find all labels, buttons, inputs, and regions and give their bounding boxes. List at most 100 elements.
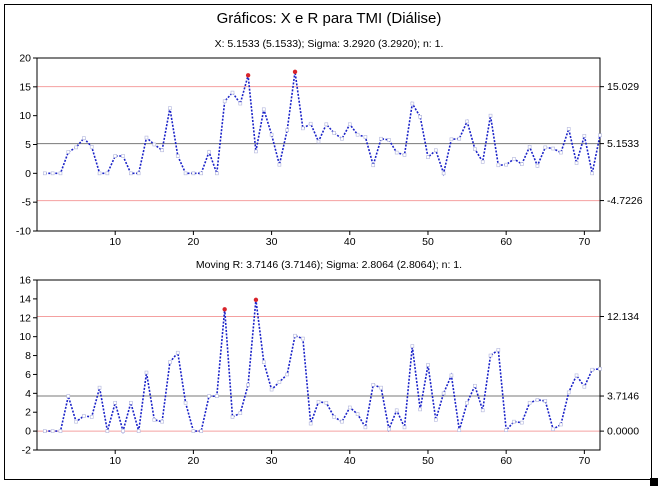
x-chart-data-point bbox=[465, 119, 469, 124]
x-chart-data-point bbox=[285, 128, 290, 132]
x-chart-data-point bbox=[441, 171, 446, 176]
x-chart-data-point bbox=[512, 157, 516, 161]
x-chart-data-point bbox=[535, 164, 540, 168]
r-chart-y-tick-label: 10 bbox=[19, 331, 31, 343]
x-chart-data-point bbox=[191, 171, 196, 176]
x-chart-data-point bbox=[183, 171, 188, 176]
x-chart-data-point bbox=[480, 160, 485, 164]
r-chart-x-tick-label: 60 bbox=[500, 455, 512, 467]
r-chart-data-point bbox=[129, 400, 133, 405]
r-chart-y-tick-label: -2 bbox=[22, 445, 31, 457]
r-chart-data-point bbox=[426, 363, 430, 367]
x-chart-data-point bbox=[269, 132, 274, 137]
r-chart-y-tick-label: 0 bbox=[25, 426, 31, 438]
r-chart-data-point bbox=[183, 400, 188, 405]
x-chart-data-point bbox=[387, 138, 391, 142]
x-chart-data-point bbox=[340, 136, 344, 141]
x-chart-limit-label: 15.029 bbox=[607, 81, 639, 93]
r-chart-data-point bbox=[269, 387, 274, 392]
r-chart-limit-label: 12.134 bbox=[607, 311, 639, 323]
x-chart-x-tick-label: 40 bbox=[344, 236, 356, 248]
r-chart-y-tick-label: 14 bbox=[19, 293, 31, 305]
r-chart-data-point bbox=[160, 419, 164, 424]
x-chart-data-point bbox=[582, 134, 587, 138]
x-chart-data-point bbox=[129, 171, 133, 176]
r-chart-data-point bbox=[574, 373, 579, 378]
x-chart-data-point bbox=[82, 136, 86, 140]
r-chart-data-point bbox=[191, 429, 196, 433]
x-chart-data-point bbox=[418, 115, 422, 119]
x-chart-data-point bbox=[199, 171, 204, 176]
r-chart-data-point bbox=[441, 391, 446, 396]
x-chart-data-point bbox=[175, 154, 180, 158]
r-chart-out-of-control-point bbox=[253, 297, 259, 303]
x-chart-data-point bbox=[496, 163, 501, 168]
x-chart-data-point bbox=[308, 121, 313, 126]
x-chart-data-point bbox=[144, 135, 149, 140]
r-chart-series-line bbox=[44, 299, 601, 435]
x-chart-data-point bbox=[168, 106, 172, 110]
r-chart-data-point bbox=[520, 420, 524, 425]
r-chart-x-tick-label: 50 bbox=[422, 455, 434, 467]
r-chart-data-point bbox=[58, 429, 63, 433]
r-chart-x-tick-label: 40 bbox=[344, 455, 356, 467]
r-chart-data-point bbox=[238, 411, 243, 415]
r-chart-data-point bbox=[152, 417, 157, 422]
x-chart-data-point bbox=[89, 145, 94, 149]
x-chart-data-point bbox=[238, 101, 243, 106]
r-chart-subtitle: Moving R: 3.7146 (3.7146); Sigma: 2.8064… bbox=[195, 259, 463, 271]
x-chart-subtitle: X: 5.1533 (5.1533); Sigma: 3.2920 (3.292… bbox=[214, 38, 444, 50]
x-chart-data-point bbox=[105, 171, 110, 176]
x-chart-data-point bbox=[207, 150, 211, 154]
r-chart-out-of-control-point bbox=[222, 307, 227, 312]
x-chart-limit-label: -4.7226 bbox=[607, 195, 643, 207]
x-chart-data-point bbox=[332, 131, 336, 135]
x-chart-data-point bbox=[574, 161, 579, 165]
r-chart-y-tick-label: 12 bbox=[19, 312, 31, 324]
x-chart-data-point bbox=[43, 171, 47, 176]
r-chart-data-point bbox=[590, 367, 594, 372]
x-chart-data-point bbox=[527, 145, 532, 149]
x-chart-x-tick-label: 20 bbox=[188, 236, 200, 248]
r-chart-data-point bbox=[418, 407, 422, 412]
x-chart-data-point bbox=[301, 126, 305, 131]
r-chart-data-point bbox=[97, 385, 102, 390]
x-chart-data-point bbox=[230, 90, 235, 95]
r-chart-data-point bbox=[215, 394, 219, 398]
r-chart-data-point bbox=[168, 360, 172, 364]
r-chart-data-point bbox=[504, 428, 508, 432]
r-chart-data-point bbox=[308, 421, 313, 426]
r-chart-data-point bbox=[340, 419, 344, 424]
x-chart-data-point bbox=[97, 171, 102, 176]
r-chart-data-point bbox=[50, 429, 55, 433]
r-chart-data-point bbox=[559, 422, 563, 427]
r-chart-data-point bbox=[480, 408, 485, 413]
x-chart-out-of-control-point bbox=[245, 73, 251, 78]
x-chart-data-point bbox=[74, 145, 78, 150]
x-chart-data-point bbox=[473, 147, 477, 151]
r-chart-data-point bbox=[582, 384, 587, 389]
x-chart-y-tick-label: 0 bbox=[25, 168, 31, 180]
r-chart-limit-label: 3.7146 bbox=[607, 391, 639, 403]
r-chart-data-point bbox=[324, 400, 329, 405]
x-chart-data-point bbox=[402, 153, 407, 157]
r-chart-data-point bbox=[113, 400, 117, 405]
x-chart-data-point bbox=[136, 171, 141, 176]
x-chart-data-point bbox=[261, 107, 266, 112]
r-chart-limit-label: 0.0000 bbox=[607, 426, 639, 438]
corner-mark bbox=[650, 478, 658, 486]
r-chart-data-point bbox=[410, 344, 415, 348]
r-chart-data-point bbox=[543, 399, 548, 403]
x-chart-data-point bbox=[316, 139, 321, 144]
x-chart-y-tick-label: 5 bbox=[25, 139, 31, 151]
x-chart-y-tick-label: -10 bbox=[16, 226, 31, 238]
x-chart-data-point bbox=[566, 127, 571, 131]
r-chart-data-point bbox=[82, 414, 86, 418]
x-chart-data-point bbox=[394, 150, 399, 155]
x-chart-data-point bbox=[504, 162, 508, 167]
r-chart-data-point bbox=[301, 336, 305, 341]
x-chart-data-point bbox=[488, 113, 493, 118]
r-chart-data-point bbox=[66, 394, 71, 398]
x-chart-data-point bbox=[426, 155, 430, 159]
